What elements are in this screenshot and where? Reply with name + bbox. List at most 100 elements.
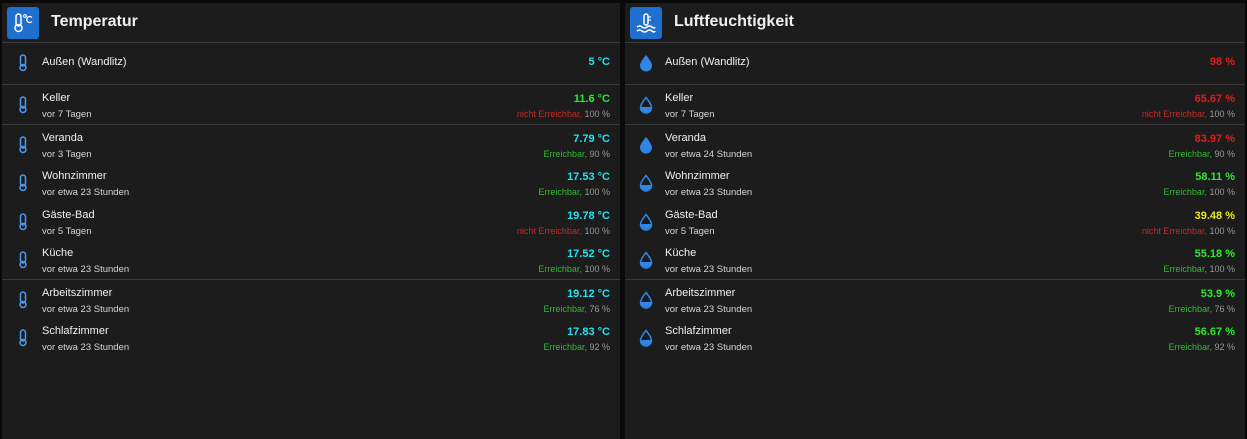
water-thermometer-icon[interactable] xyxy=(630,7,662,39)
list-item[interactable]: Veranda vor 3 Tagen 7.79 °C Erreichbar, … xyxy=(2,125,620,164)
sensor-value: 19.12 °C xyxy=(567,287,610,300)
thermometer-icon xyxy=(15,329,31,347)
card-title: Temperatur xyxy=(51,13,138,30)
status-text: Erreichbar, 76 % xyxy=(543,304,610,314)
battery-level: 90 % xyxy=(1214,148,1235,159)
reachability: nicht Erreichbar, xyxy=(1141,109,1207,119)
sensor-name: Küche xyxy=(665,247,697,259)
water-percent-icon xyxy=(638,251,654,269)
list-item[interactable]: Küche vor etwa 23 Stunden 17.52 °C Errei… xyxy=(2,240,620,279)
list-item[interactable]: Veranda vor etwa 24 Stunden 83.97 % Erre… xyxy=(625,125,1245,164)
sensor-name: Gäste-Bad xyxy=(665,208,718,221)
status-text: Erreichbar, 76 % xyxy=(1168,304,1235,314)
sensor-name: Wohnzimmer xyxy=(665,170,730,182)
sensor-name: Gäste-Bad xyxy=(42,208,95,221)
water-icon xyxy=(638,136,654,154)
list-item[interactable]: Arbeitszimmer vor etwa 23 Stunden 19.12 … xyxy=(2,280,620,319)
status-text: Erreichbar, 100 % xyxy=(538,187,610,197)
thermometer-icon xyxy=(15,212,31,231)
sensor-name: Keller xyxy=(42,92,71,104)
sensor-name: Außen (Wandlitz) xyxy=(42,56,127,68)
battery-level: 100 % xyxy=(584,187,610,197)
battery-level: 100 % xyxy=(584,264,610,274)
status-text: nicht Erreichbar, 100 % xyxy=(517,109,610,119)
sensor-name: Außen (Wandlitz) xyxy=(665,56,750,68)
sensor-name: Schlafzimmer xyxy=(42,325,109,337)
battery-level: 100 % xyxy=(584,225,610,236)
list-item[interactable]: Küche vor etwa 23 Stunden 55.18 % Erreic… xyxy=(625,240,1245,279)
sensor-value: 39.48 % xyxy=(1194,209,1235,222)
sensor-value: 7.79 °C xyxy=(573,132,610,145)
humidity-card: Luftfeuchtigkeit Außen (Wandlitz) 98 % K… xyxy=(625,3,1245,439)
sensor-value: 98 % xyxy=(1209,56,1235,68)
thermometer-icon xyxy=(15,174,31,192)
sensor-value: 53.9 % xyxy=(1200,287,1235,300)
sensor-name: Küche xyxy=(42,247,74,259)
status-text: Erreichbar, 100 % xyxy=(1163,264,1235,274)
battery-level: 100 % xyxy=(584,109,610,119)
thermometer-celsius-icon[interactable] xyxy=(7,7,39,39)
sensor-name: Wohnzimmer xyxy=(42,170,107,182)
list-item[interactable]: Außen (Wandlitz) 5 °C xyxy=(2,43,620,84)
list-item[interactable]: Schlafzimmer vor etwa 23 Stunden 56.67 %… xyxy=(625,318,1245,357)
status-text: nicht Erreichbar, 100 % xyxy=(517,226,610,236)
status-text: nicht Erreichbar, 100 % xyxy=(1142,226,1235,236)
sensor-value: 17.53 °C xyxy=(567,171,610,183)
list-item[interactable]: Wohnzimmer vor etwa 23 Stunden 17.53 °C … xyxy=(2,163,620,202)
sensor-name: Schlafzimmer xyxy=(665,325,732,337)
reachability: Erreichbar, xyxy=(543,303,587,314)
reachability: Erreichbar, xyxy=(1163,187,1207,197)
thermometer-icon xyxy=(15,290,31,309)
sensor-value: 17.83 °C xyxy=(567,326,610,338)
last-updated: vor 7 Tagen xyxy=(665,109,715,120)
reachability: Erreichbar, xyxy=(538,187,582,197)
card-header: Temperatur xyxy=(2,3,620,43)
battery-level: 100 % xyxy=(1209,109,1235,119)
card-title: Luftfeuchtigkeit xyxy=(674,13,794,30)
reachability: Erreichbar, xyxy=(543,148,587,159)
reachability: Erreichbar, xyxy=(1168,303,1212,314)
water-percent-icon xyxy=(638,174,654,192)
last-updated: vor 5 Tagen xyxy=(665,225,715,237)
sensor-value: 11.6 °C xyxy=(573,93,610,105)
battery-level: 92 % xyxy=(589,342,610,352)
reachability: Erreichbar, xyxy=(1168,342,1212,352)
card-header: Luftfeuchtigkeit xyxy=(625,3,1245,43)
list-item[interactable]: Außen (Wandlitz) 98 % xyxy=(625,43,1245,84)
sensor-name: Arbeitszimmer xyxy=(665,286,736,299)
thermometer-icon xyxy=(15,96,31,114)
status-text: Erreichbar, 100 % xyxy=(538,264,610,274)
list-item[interactable]: Arbeitszimmer vor etwa 23 Stunden 53.9 %… xyxy=(625,280,1245,319)
water-percent-icon xyxy=(638,329,654,347)
list-item[interactable]: Keller vor 7 Tagen 11.6 °C nicht Erreich… xyxy=(2,85,620,124)
reachability: nicht Erreichbar, xyxy=(516,225,582,236)
last-updated: vor etwa 23 Stunden xyxy=(42,264,130,275)
reachability: Erreichbar, xyxy=(1168,148,1212,159)
status-text: Erreichbar, 92 % xyxy=(543,342,610,352)
last-updated: vor 7 Tagen xyxy=(42,109,92,120)
sensor-value: 5 °C xyxy=(588,56,610,68)
battery-level: 100 % xyxy=(1209,264,1235,274)
last-updated: vor etwa 23 Stunden xyxy=(42,303,130,315)
last-updated: vor etwa 23 Stunden xyxy=(665,303,753,315)
temperature-card: Temperatur Außen (Wandlitz) 5 °C Keller … xyxy=(2,3,620,439)
last-updated: vor etwa 23 Stunden xyxy=(42,187,130,198)
last-updated: vor etwa 23 Stunden xyxy=(665,264,753,275)
sensor-value: 56.67 % xyxy=(1194,326,1235,338)
battery-level: 92 % xyxy=(1214,342,1235,352)
reachability: Erreichbar, xyxy=(1163,264,1207,274)
list-item[interactable]: Gäste-Bad vor 5 Tagen 39.48 % nicht Erre… xyxy=(625,202,1245,241)
sensor-name: Keller xyxy=(665,92,694,104)
thermometer-icon xyxy=(15,251,31,269)
sensor-value: 17.52 °C xyxy=(567,248,610,260)
water-percent-icon xyxy=(638,96,654,114)
water-percent-icon xyxy=(638,290,654,309)
list-item[interactable]: Gäste-Bad vor 5 Tagen 19.78 °C nicht Err… xyxy=(2,202,620,241)
list-item[interactable]: Wohnzimmer vor etwa 23 Stunden 58.11 % E… xyxy=(625,163,1245,202)
list-item[interactable]: Keller vor 7 Tagen 65.67 % nicht Erreich… xyxy=(625,85,1245,124)
status-text: Erreichbar, 92 % xyxy=(1168,342,1235,352)
sensor-value: 58.11 % xyxy=(1195,171,1235,183)
list-item[interactable]: Schlafzimmer vor etwa 23 Stunden 17.83 °… xyxy=(2,318,620,357)
last-updated: vor etwa 23 Stunden xyxy=(665,187,753,198)
sensor-value: 83.97 % xyxy=(1194,132,1235,145)
